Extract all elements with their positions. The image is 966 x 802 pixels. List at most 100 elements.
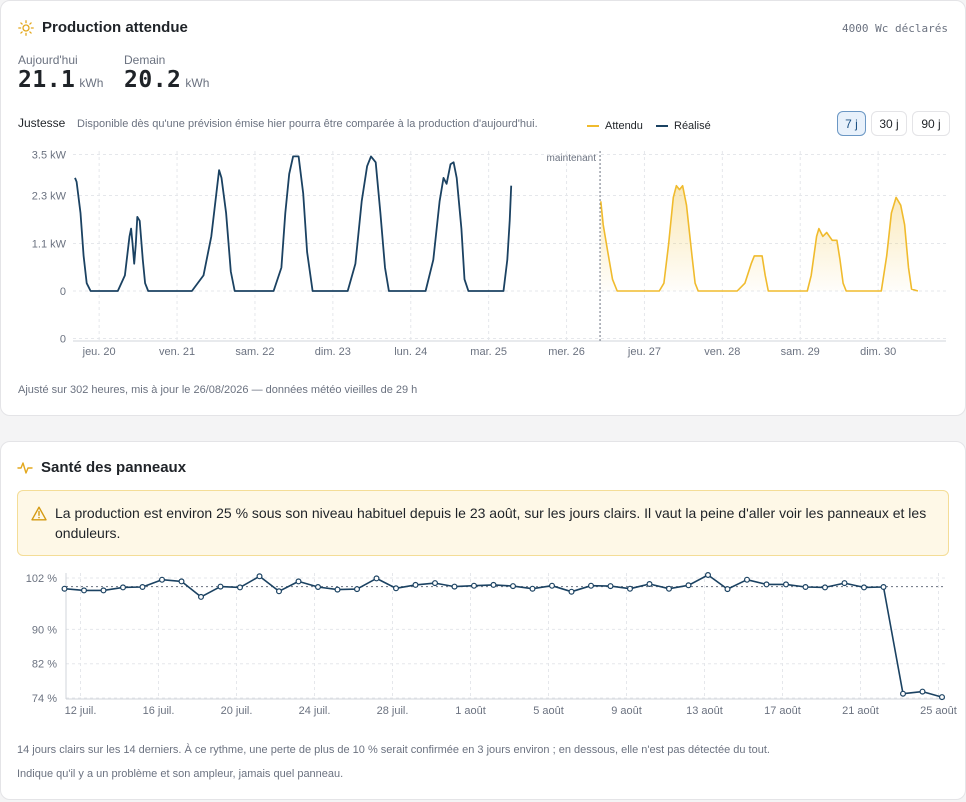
- health-point: [393, 585, 400, 592]
- health-point: [432, 580, 439, 587]
- x-tick-label: jeu. 27: [627, 346, 661, 358]
- production-card: Production attendue 4000 Wc déclarés Auj…: [0, 0, 966, 416]
- health-point: [899, 690, 906, 697]
- health-point: [763, 581, 770, 588]
- health-point: [237, 584, 244, 591]
- health-point: [354, 586, 361, 593]
- range-30d-button[interactable]: 30 j: [871, 111, 907, 136]
- health-point: [139, 584, 146, 591]
- y-tick-label: 74 %: [32, 693, 57, 705]
- health-point: [743, 576, 750, 583]
- health-note-2: Indique qu'il y a un problème et son amp…: [17, 768, 344, 780]
- legend-actual-label: Réalisé: [674, 120, 711, 132]
- activity-icon: [17, 462, 33, 474]
- health-note-1: 14 jours clairs sur les 14 derniers. À c…: [17, 744, 770, 756]
- health-point: [178, 578, 185, 585]
- x-tick-label: mar. 25: [470, 346, 507, 358]
- x-tick-label: lun. 24: [394, 346, 427, 358]
- legend-expected-swatch: [587, 125, 599, 127]
- health-point: [198, 593, 205, 600]
- health-alert: La production est environ 25 % sous son …: [17, 490, 949, 556]
- now-label: maintenant: [547, 153, 597, 164]
- health-point: [568, 588, 575, 595]
- health-chart: 102 % 90 % 82 % 74 % 12 juil. 16 juil. 20 juil…: [26, 571, 957, 717]
- health-point: [919, 688, 926, 695]
- health-point: [490, 581, 497, 588]
- health-point: [159, 576, 166, 583]
- health-series-line: [64, 574, 943, 698]
- y-tick-label: 0: [60, 286, 66, 298]
- x-tick-label: 12 juil.: [65, 705, 97, 717]
- health-point: [256, 573, 263, 580]
- warning-triangle-icon: [31, 506, 47, 521]
- health-point: [548, 582, 555, 589]
- health-point: [276, 588, 283, 595]
- health-point: [938, 694, 945, 701]
- actual-series-line: [74, 155, 513, 292]
- range-90d-button[interactable]: 90 j: [912, 111, 950, 136]
- today-unit: kWh: [79, 76, 104, 90]
- y-tick-label: 82 %: [32, 659, 57, 671]
- x-tick-label: 25 août: [920, 705, 957, 717]
- health-point: [880, 584, 887, 591]
- health-point: [412, 581, 419, 588]
- health-point: [841, 580, 848, 587]
- x-tick-label: 20 juil.: [221, 705, 253, 717]
- expected-area: [600, 185, 918, 291]
- x-tick-label: 24 juil.: [299, 705, 331, 717]
- y-tick-label: 102 %: [26, 573, 57, 585]
- x-tick-label: ven. 21: [159, 346, 195, 358]
- production-chart: 3.5 kW 2.3 kW 1.1 kW 0 0 jeu. 20 ven. 21 sam. 2…: [32, 150, 946, 358]
- x-tick-label: sam. 29: [781, 346, 820, 358]
- x-tick-label: 21 août: [842, 705, 879, 717]
- today-stat: 21.1 kWh: [18, 67, 103, 93]
- health-point: [61, 585, 68, 592]
- health-point: [626, 585, 633, 592]
- health-point: [665, 585, 672, 592]
- tomorrow-value: 20.2: [124, 67, 182, 93]
- x-tick-label: 1 août: [455, 705, 486, 717]
- health-point: [646, 581, 653, 588]
- health-point: [510, 583, 517, 590]
- sun-icon: [18, 20, 34, 36]
- y-tick-label: 90 %: [32, 624, 57, 636]
- legend-expected-label: Attendu: [605, 120, 643, 132]
- y-tick-label: 1.1 kW: [32, 239, 67, 251]
- health-title: Santé des panneaux: [41, 459, 187, 476]
- legend-actual-swatch: [656, 125, 668, 127]
- y-tick-label: 0: [60, 334, 66, 346]
- x-tick-label: sam. 22: [235, 346, 274, 358]
- x-tick-label: 17 août: [764, 705, 801, 717]
- health-point: [821, 584, 828, 591]
- x-tick-label: dim. 30: [860, 346, 896, 358]
- health-point: [217, 583, 224, 590]
- health-point: [451, 583, 458, 590]
- today-value: 21.1: [18, 67, 76, 93]
- x-tick-label: ven. 28: [704, 346, 740, 358]
- production-title: Production attendue: [42, 19, 188, 36]
- today-label: Aujourd'hui: [18, 53, 78, 67]
- x-tick-label: 16 juil.: [143, 705, 175, 717]
- health-point: [100, 587, 107, 594]
- health-alert-text: La production est environ 25 % sous son …: [55, 505, 927, 541]
- expected-series-line: [600, 184, 919, 292]
- x-tick-label: jeu. 20: [82, 346, 116, 358]
- health-point: [802, 584, 809, 591]
- tomorrow-unit: kWh: [185, 76, 210, 90]
- health-point: [860, 584, 867, 591]
- tomorrow-stat: 20.2 kWh: [124, 67, 209, 93]
- health-point: [724, 586, 731, 593]
- x-tick-label: 13 août: [686, 705, 723, 717]
- range-7d-button[interactable]: 7 j: [837, 111, 866, 136]
- legend-expected: Attendu: [587, 120, 643, 132]
- health-point: [704, 571, 711, 579]
- production-footer: Ajusté sur 302 heures, mis à jour le 26/…: [18, 384, 418, 396]
- x-tick-label: 5 août: [533, 705, 564, 717]
- x-tick-label: mer. 26: [548, 346, 585, 358]
- tomorrow-label: Demain: [124, 53, 166, 67]
- x-tick-label: dim. 23: [315, 346, 351, 358]
- health-point: [587, 582, 594, 589]
- health-point: [529, 585, 536, 592]
- accuracy-label: Justesse: [18, 116, 66, 130]
- y-tick-label: 2.3 kW: [32, 191, 67, 203]
